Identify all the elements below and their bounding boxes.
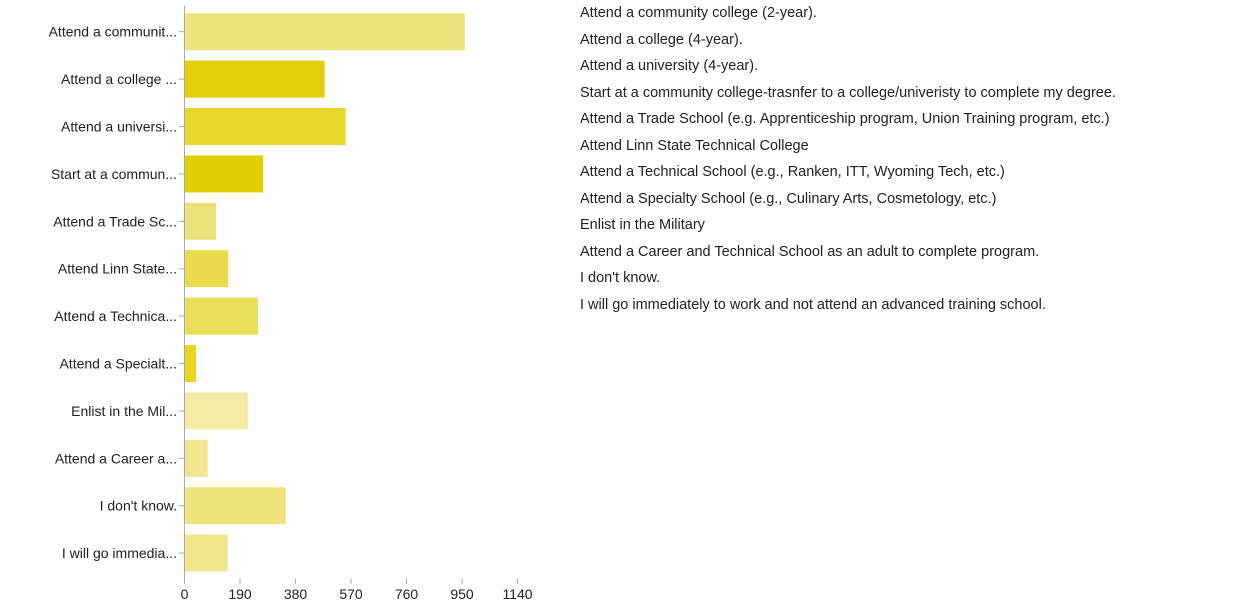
option-item: Attend a university (4-year). (580, 58, 759, 74)
option-item: Enlist in the Military (580, 217, 705, 233)
option-item: Attend a Technical School (e.g., Ranken,… (580, 164, 1005, 180)
bar (185, 108, 346, 145)
response-options-list: Attend a community college (2-year). Att… (580, 0, 1218, 390)
option-item: I will go immediately to work and not at… (580, 296, 1046, 313)
option-item: Attend a college (4-year). (580, 31, 743, 48)
y-tick-label: Attend a Career a... (55, 450, 177, 466)
y-tick-label: I will go immedia... (62, 545, 177, 561)
x-tick-label: 570 (339, 586, 363, 602)
y-tick-label: Attend Linn State... (58, 261, 177, 277)
y-tick-label: Start at a commun... (51, 166, 177, 182)
x-axis: 0 190 380 570 760 950 1140 (181, 578, 533, 602)
y-tick-label: Attend a college ... (61, 71, 177, 87)
bar (185, 534, 228, 572)
bar (185, 250, 229, 288)
option-item: Attend a Trade School (e.g. Apprenticesh… (580, 111, 1110, 127)
bar (185, 345, 197, 382)
bar (185, 392, 248, 430)
option-item: Attend a Career and Technical School as … (580, 243, 1040, 260)
y-tick-label: Attend a universi... (61, 119, 177, 135)
bar (185, 439, 208, 477)
x-tick-label: 0 (181, 586, 189, 602)
x-tick-label: 760 (395, 586, 419, 602)
y-tick-label: Attend a Trade Sc... (53, 213, 177, 229)
bar (185, 60, 325, 98)
x-tick-label: 950 (450, 586, 474, 602)
bar (185, 487, 286, 525)
bars-layer (185, 13, 465, 572)
option-item: Attend Linn State Technical College (580, 137, 809, 154)
y-tick-label: Attend a communit... (49, 24, 177, 40)
bar (185, 155, 264, 193)
x-tick-label: 190 (228, 586, 252, 602)
x-tick-label: 1140 (502, 586, 532, 602)
option-item: Attend a community college (2-year). (580, 5, 817, 21)
bar (185, 297, 259, 335)
y-axis: Attend a communit... Attend a college ...… (49, 6, 185, 579)
x-tick-label: 380 (284, 586, 308, 602)
chart-svg: Attend a communit... Attend a college ...… (49, 6, 533, 602)
option-item: Attend a Specialty School (e.g., Culinar… (580, 190, 997, 207)
y-tick-label: Attend a Specialt... (59, 356, 177, 372)
bar (185, 13, 465, 51)
y-tick-label: Enlist in the Mil... (71, 403, 177, 419)
option-item: Start at a community college-trasnfer to… (580, 84, 1116, 101)
y-tick-label: I don't know. (100, 498, 177, 514)
y-tick-label: Attend a Technica... (54, 308, 177, 324)
option-item: I don't know. (580, 270, 661, 286)
bar (185, 202, 216, 240)
bar-chart: Attend a communit... Attend a college ...… (0, 0, 560, 604)
